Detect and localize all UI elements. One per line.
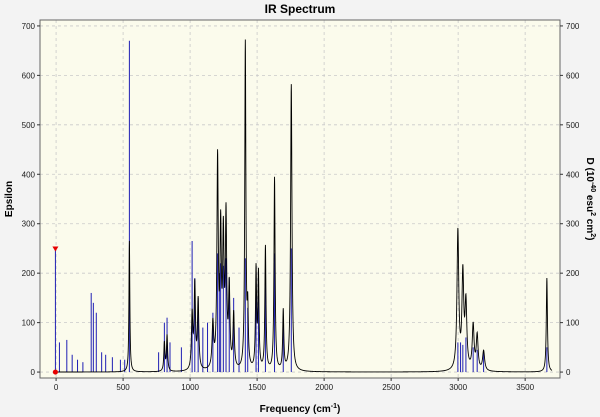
x-tick-label: 3000 — [449, 383, 467, 392]
left-axis-ticks: 0 100 200 300 400 500 600 700 — [22, 22, 40, 377]
x-tick-label: 2500 — [382, 383, 400, 392]
y-tick-label-left: 300 — [22, 220, 36, 229]
y-tick-label-right: 100 — [566, 319, 580, 328]
y-tick-label-right: 400 — [566, 170, 580, 179]
y-tick-label-left: 100 — [22, 319, 36, 328]
x-axis-title-close: ) — [337, 404, 340, 415]
y-right-part4: ) — [584, 237, 595, 240]
y-tick-label-right: 600 — [566, 71, 580, 80]
y-tick-label-left: 500 — [22, 121, 36, 130]
marker-bottom — [52, 369, 58, 375]
y-tick-label-right: 300 — [566, 220, 580, 229]
y-right-sup3: 2 — [589, 233, 596, 237]
spectrum-line — [54, 39, 553, 373]
y-axis-title-right: D (10-40 esu2 cm2) — [584, 158, 596, 241]
y-tick-label-left: 400 — [22, 170, 36, 179]
x-tick-label: 2000 — [315, 383, 333, 392]
y-right-part3: cm — [584, 216, 595, 233]
bottom-axis-ticks: 0 500 1000 1500 2000 2500 3000 3500 — [54, 378, 535, 392]
right-axis-ticks: 0 100 200 300 400 500 600 700 — [560, 22, 580, 377]
y-axis-title-left: Epsilon — [4, 181, 15, 217]
y-right-part2: esu — [584, 192, 595, 212]
y-tick-label-left: 0 — [31, 368, 36, 377]
marker-layer — [52, 246, 59, 375]
y-right-part1: D (10 — [584, 158, 595, 183]
plot-frame — [39, 19, 561, 379]
chart-title: IR Spectrum — [265, 2, 336, 16]
x-axis-title-main: Frequency (cm — [260, 404, 331, 415]
x-axis-title-sup: -1 — [331, 403, 337, 410]
y-tick-label-right: 0 — [566, 368, 571, 377]
y-tick-label-right: 200 — [566, 269, 580, 278]
y-right-sup2: 2 — [589, 212, 596, 216]
grid-layer — [40, 20, 560, 378]
marker-top — [52, 246, 59, 252]
y-right-sup1: -40 — [589, 182, 596, 192]
x-tick-label: 500 — [116, 383, 130, 392]
y-tick-label-right: 700 — [566, 22, 580, 31]
y-tick-label-left: 200 — [22, 269, 36, 278]
x-tick-label: 1000 — [181, 383, 199, 392]
x-tick-label: 3500 — [516, 383, 534, 392]
plot-area — [40, 20, 560, 378]
y-tick-label-right: 500 — [566, 121, 580, 130]
y-tick-label-left: 700 — [22, 22, 36, 31]
y-tick-label-left: 600 — [22, 71, 36, 80]
x-axis-title: Frequency (cm-1) — [260, 403, 341, 415]
x-tick-label: 1500 — [248, 383, 266, 392]
x-tick-label: 0 — [54, 383, 59, 392]
